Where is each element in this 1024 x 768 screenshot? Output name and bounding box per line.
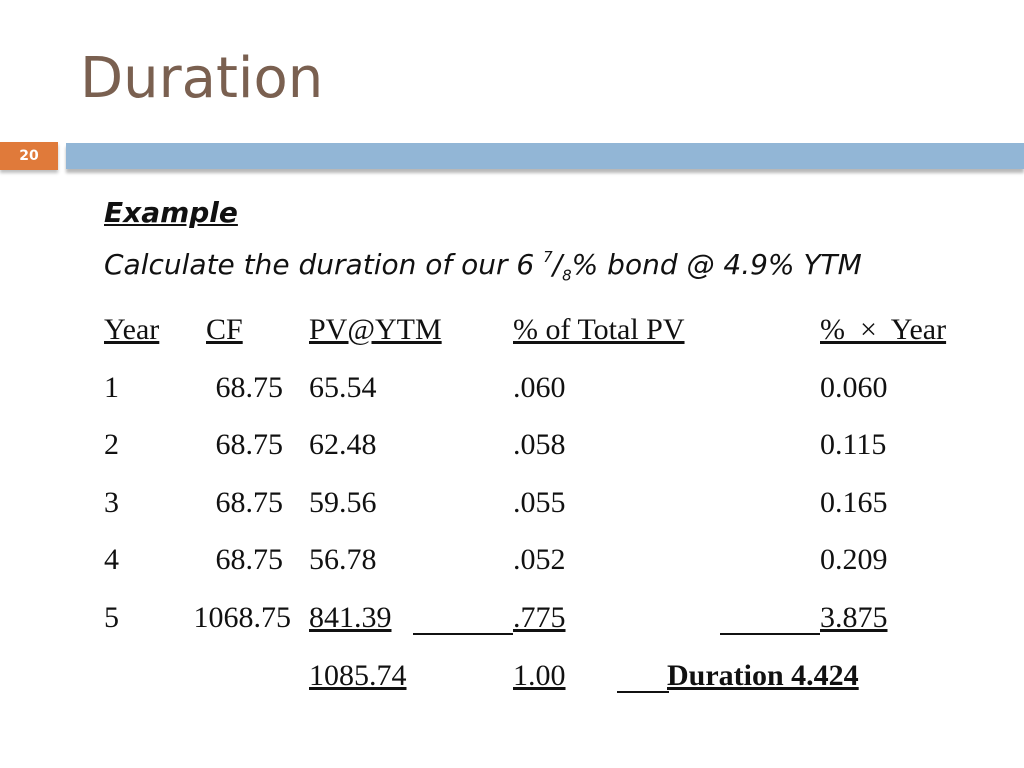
row-3-cf: 68.75: [215, 486, 284, 519]
row-2-pv: 62.48: [309, 428, 377, 461]
header-year: Year: [104, 313, 160, 346]
total-pv: 1085.74: [309, 659, 407, 692]
slide-title: Duration: [80, 46, 324, 111]
row-2-pct: .058: [513, 428, 566, 461]
fraction-numerator: 7: [543, 247, 553, 266]
header-pv-ytm: PV@YTM: [309, 313, 442, 346]
row-1-pv: 65.54: [309, 371, 377, 404]
row-4-year: 4: [104, 543, 119, 576]
row-1-cf: 68.75: [215, 371, 284, 404]
row-4-pct-year: 0.209: [820, 543, 888, 576]
problem-suffix: % bond @ 4.9% YTM: [571, 248, 862, 281]
row-4-pv: 56.78: [309, 543, 377, 576]
duration-result: Duration 4.424: [667, 659, 859, 692]
slide-number-badge: 20: [0, 142, 58, 170]
row-5-year: 5: [104, 601, 119, 634]
fill-rule-pct-year: [720, 633, 820, 635]
row-5-pv: 841.39: [309, 601, 392, 634]
row-3-pct-year: 0.165: [820, 486, 888, 519]
row-2-pct-year: 0.115: [820, 428, 887, 461]
fill-rule-duration: [617, 691, 669, 693]
total-pct: 1.00: [513, 659, 566, 692]
row-2-year: 2: [104, 428, 119, 461]
fill-rule-pct: [413, 633, 513, 635]
row-5-pct: .775: [513, 601, 566, 634]
row-3-pv: 59.56: [309, 486, 377, 519]
fraction-denominator: 8: [562, 266, 572, 285]
header-pct-total-pv: % of Total PV: [513, 313, 685, 346]
problem-statement: Calculate the duration of our 6 7/8% bon…: [104, 248, 862, 285]
example-heading: Example: [104, 196, 238, 229]
row-5-pct-year: 3.875: [820, 601, 888, 634]
header-cf: CF: [206, 313, 243, 346]
title-divider-bar: [66, 143, 1024, 169]
fraction-slash: /: [552, 248, 563, 281]
row-3-pct: .055: [513, 486, 566, 519]
row-1-pct: .060: [513, 371, 566, 404]
header-pct-x-year: % × Year: [820, 313, 947, 346]
row-1-pct-year: 0.060: [820, 371, 888, 404]
row-5-cf: 1068.75: [193, 601, 292, 634]
row-2-cf: 68.75: [215, 428, 284, 461]
row-4-cf: 68.75: [215, 543, 284, 576]
problem-prefix: Calculate the duration of our 6: [104, 248, 544, 281]
row-4-pct: .052: [513, 543, 566, 576]
row-1-year: 1: [104, 371, 119, 404]
row-3-year: 3: [104, 486, 119, 519]
